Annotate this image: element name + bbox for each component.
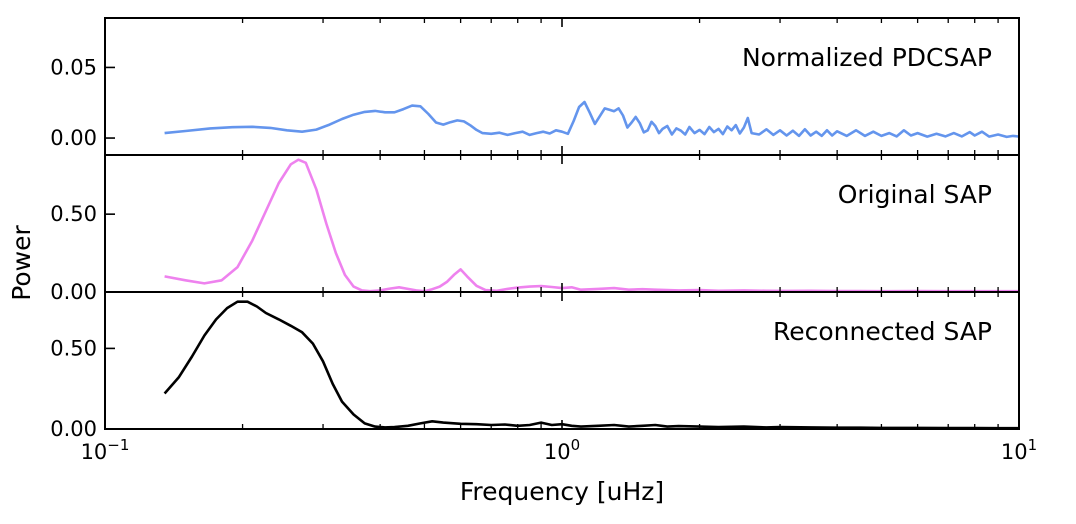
x-tick-exponent: 0 <box>571 436 581 454</box>
y-tick-label: 0.00 <box>50 417 97 441</box>
panel-annotation: Normalized PDCSAP <box>742 43 992 72</box>
shared-x-axis: 10−1 100 101 <box>81 436 1038 464</box>
panel-1: 0.00 0.05 Normalized PDCSAP <box>50 17 1020 156</box>
series-line-panel-2 <box>164 158 1019 293</box>
x-tick-exponent: 1 <box>1028 436 1038 454</box>
panel-annotation: Original SAP <box>838 180 992 209</box>
y-tick-label: 0.50 <box>50 336 97 360</box>
x-tick-label: 10−1 <box>81 436 130 464</box>
x-tick-base: 10 <box>1001 440 1028 464</box>
y-tick-label: 0.00 <box>50 280 97 304</box>
panel-annotation: Reconnected SAP <box>773 317 992 346</box>
y-tick-label: 0.05 <box>50 55 97 79</box>
panel-frame <box>104 291 1020 430</box>
x-tick-exponent: −1 <box>107 436 129 454</box>
y-axis-label: Power <box>7 224 36 300</box>
y-tick-label: 0.50 <box>50 202 97 226</box>
y-tick-label: 0.00 <box>50 126 97 150</box>
x-tick-base: 10 <box>81 440 108 464</box>
x-tick-label: 100 <box>544 436 580 464</box>
panel-3: 0.00 0.50 Reconnected SAP <box>50 291 1020 441</box>
panels-group: 0.00 0.05 Normalized PDCSAP 0.00 0.50 Origina… <box>50 17 1020 441</box>
x-tick-base: 10 <box>544 440 571 464</box>
series-line-panel-1 <box>164 100 1020 139</box>
panel-2: 0.00 0.50 Original SAP <box>50 154 1020 304</box>
x-axis-label: Frequency [uHz] <box>460 477 664 506</box>
x-tick-label: 101 <box>1001 436 1037 464</box>
panel-frame <box>104 154 1020 293</box>
series-line-panel-3 <box>163 300 1019 430</box>
